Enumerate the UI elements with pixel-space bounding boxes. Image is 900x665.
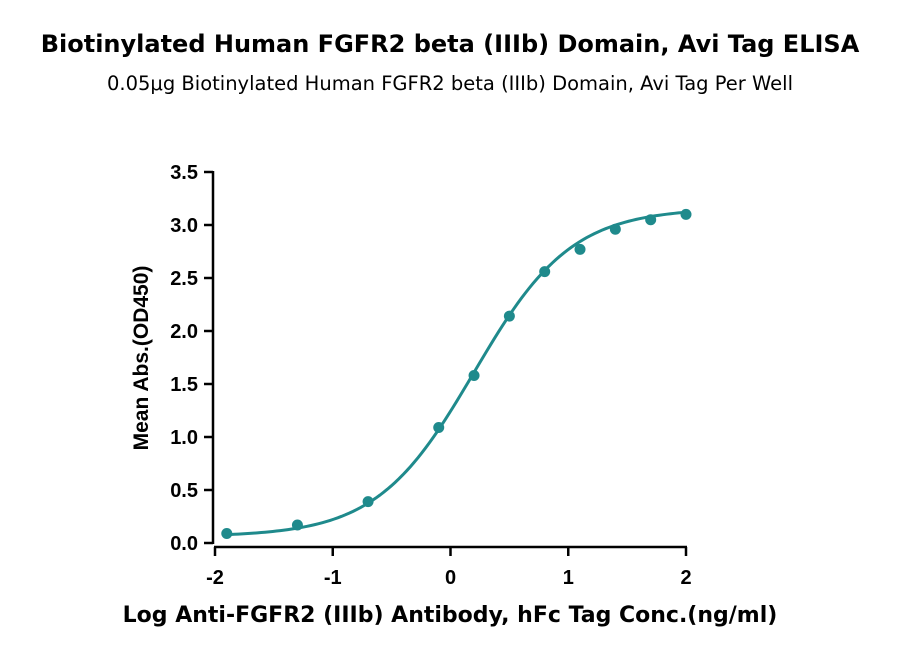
data-points-layer	[221, 208, 692, 539]
axes: 0.0 0.5 1.0 1.5 2.0 2.5 3.0 3.5 -2 -1 0 1 2	[170, 162, 691, 589]
y-tick-label: 3.0	[170, 215, 198, 237]
chart-subtitle: 0.05μg Biotinylated Human FGFR2 beta (II…	[107, 72, 793, 95]
x-axis-title: Log Anti-FGFR2 (IIIb) Antibody, hFc Tag …	[122, 603, 778, 628]
y-tick-label: 3.5	[170, 162, 198, 184]
x-tick-label: 2	[680, 567, 691, 589]
data-point	[574, 243, 586, 255]
y-tick-label: 0.0	[170, 533, 198, 555]
y-tick-label: 1.0	[170, 427, 198, 449]
data-point	[609, 223, 621, 235]
x-tick-label: -2	[206, 567, 224, 589]
chart-title: Biotinylated Human FGFR2 beta (IIIb) Dom…	[40, 30, 860, 58]
y-tick-label: 0.5	[170, 480, 198, 502]
y-tick-label: 1.5	[170, 374, 198, 396]
data-point	[362, 496, 374, 508]
data-point	[645, 214, 657, 226]
data-point	[539, 266, 551, 278]
fit-curve-layer	[226, 210, 687, 537]
data-point	[291, 519, 303, 531]
data-point	[433, 421, 445, 433]
data-point	[680, 208, 692, 220]
data-point	[503, 310, 515, 322]
data-point	[221, 527, 233, 539]
x-tick-label: 0	[445, 567, 456, 589]
data-point	[468, 370, 480, 382]
fit-curve	[226, 210, 687, 537]
x-tick-label: 1	[563, 567, 574, 589]
y-tick-label: 2.0	[170, 321, 198, 343]
x-tick-label: -1	[324, 567, 342, 589]
y-axis-title: Mean Abs.(OD450)	[130, 266, 153, 451]
y-tick-label: 2.5	[170, 268, 198, 290]
